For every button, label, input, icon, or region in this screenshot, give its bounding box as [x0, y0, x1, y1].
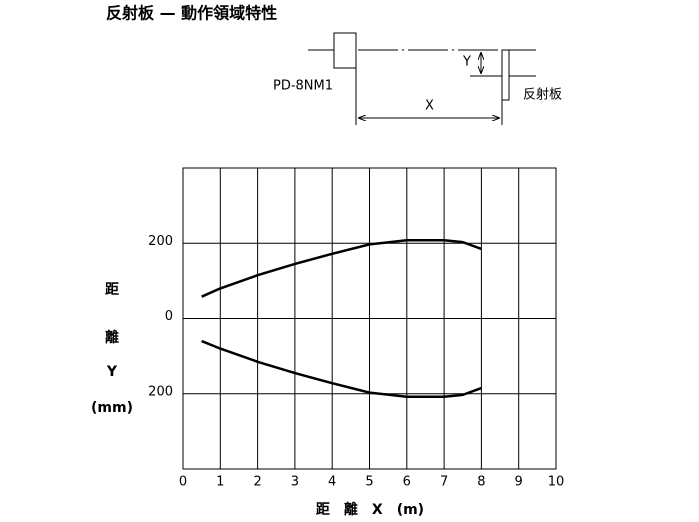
y-dimension-label: Y: [462, 55, 471, 70]
x-dimension-label: X: [425, 99, 434, 114]
reflector-label: 反射板: [523, 87, 562, 103]
x-tick-label: 4: [328, 475, 336, 490]
y-tick-label: 200: [148, 384, 173, 399]
x-tick-label: 6: [403, 475, 411, 490]
chart-title: 反射板 — 動作領域特性: [106, 4, 277, 23]
x-tick-label: 0: [179, 475, 187, 490]
y-axis-label: 離: [105, 329, 119, 346]
setup-diagram: [308, 32, 536, 125]
sensor-label: PD-8NM1: [273, 79, 333, 94]
y-axis-label: (mm): [91, 400, 133, 416]
x-tick-label: 9: [515, 475, 523, 490]
x-tick-label: 1: [216, 475, 224, 490]
x-tick-label: 8: [477, 475, 485, 490]
y-axis-label: 距: [105, 282, 119, 298]
series-line: [201, 339, 482, 399]
x-tick-label: 2: [253, 475, 261, 490]
x-axis-label: 距 離 X (m): [316, 501, 424, 518]
series-line: [201, 238, 482, 298]
x-tick-label: 3: [291, 475, 299, 490]
x-tick-label: 7: [440, 475, 448, 490]
y-axis-label: Y: [106, 364, 118, 380]
y-tick-label: 200: [148, 234, 173, 249]
x-tick-label: 5: [365, 475, 373, 490]
y-tick-label: 0: [165, 309, 173, 324]
x-tick-label: 10: [548, 475, 565, 490]
